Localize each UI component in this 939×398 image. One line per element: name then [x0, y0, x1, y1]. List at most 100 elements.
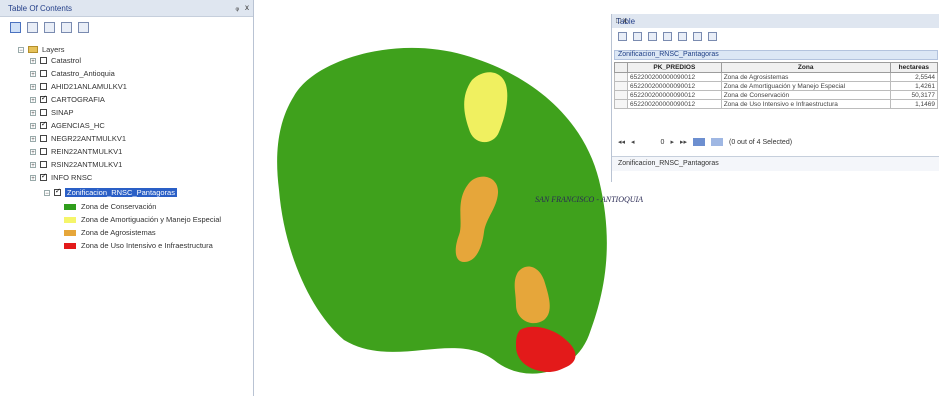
toc-title: Table Of Contents — [8, 4, 73, 13]
record-navigator: ◂◂ ◂ 0 ▸ ▸▸ (0 out of 4 Selected) — [618, 138, 792, 146]
layer-item[interactable]: + REIN22ANTMULKV1 — [30, 146, 122, 157]
expand-icon[interactable]: + — [30, 122, 36, 130]
table-cell[interactable]: 652200200000090012 — [627, 72, 722, 82]
table-cell[interactable]: Zona de Agrosistemas — [720, 72, 891, 82]
layer-visibility-checkbox[interactable] — [40, 94, 47, 103]
row-selector[interactable] — [614, 81, 628, 91]
expand-icon[interactable]: + — [30, 135, 36, 143]
table-options-icon[interactable] — [618, 32, 627, 41]
zona-amortiguacion-polygon[interactable] — [464, 72, 508, 143]
layer-visibility-checkbox[interactable] — [40, 148, 47, 155]
selected-layer-label[interactable]: Zonificacion_RNSC_Pantagoras — [65, 188, 177, 197]
table-cell[interactable]: 1,1469 — [889, 99, 939, 109]
layer-item[interactable]: + AGENCIAS_HC — [30, 120, 105, 131]
collapse-icon[interactable]: − — [44, 189, 50, 197]
legend-swatch — [64, 216, 76, 223]
selection-status: (0 out of 4 Selected) — [729, 138, 793, 146]
expand-icon[interactable]: + — [30, 174, 36, 182]
clear-selection-icon[interactable] — [678, 32, 687, 41]
row-selector[interactable] — [614, 90, 628, 100]
legend-swatch — [64, 242, 76, 249]
layer-visibility-checkbox[interactable] — [40, 109, 47, 116]
layer-item[interactable]: + NEGR22ANTMULKV1 — [30, 133, 126, 144]
table-of-contents-panel: Table Of Contents ᵩ x − Layers + Catastro… — [0, 0, 254, 396]
table-row[interactable]: 652200200000090012 Zona de Uso Intensivo … — [614, 99, 939, 109]
expand-icon[interactable]: + — [30, 148, 36, 156]
layer-visibility-checkbox[interactable] — [40, 70, 47, 77]
layer-visibility-checkbox[interactable] — [40, 172, 47, 181]
row-selector[interactable] — [614, 99, 628, 109]
expand-icon[interactable]: + — [30, 96, 36, 104]
list-by-selection-icon[interactable] — [61, 22, 72, 33]
layer-label: AHID21ANLAMULKV1 — [51, 82, 127, 91]
current-record[interactable]: 0 — [660, 138, 665, 146]
table-tab-header[interactable]: Zonificacion_RNSC_Pantagoras — [614, 50, 938, 60]
close-icon[interactable]: x — [245, 3, 249, 12]
list-by-drawing-order-icon[interactable] — [10, 22, 21, 33]
options-icon[interactable] — [78, 22, 89, 33]
table-row[interactable]: 652200200000090012 Zona de Agrosistemas 2,… — [614, 72, 939, 82]
expand-icon[interactable]: + — [30, 109, 36, 117]
column-header[interactable]: hectareas — [889, 62, 939, 73]
zona-agrosistemas-polygon-2[interactable] — [514, 266, 550, 324]
table-cell[interactable]: 652200200000090012 — [627, 99, 722, 109]
zoom-to-selected-icon[interactable] — [693, 32, 702, 41]
footer-tab[interactable]: Zonificacion_RNSC_Pantagoras — [618, 160, 719, 167]
related-tables-icon[interactable] — [633, 32, 642, 41]
table-row[interactable]: 652200200000090012 Zona de Conservación 50… — [614, 90, 939, 100]
zona-intensivo-polygon[interactable] — [516, 326, 576, 372]
zona-agrosistemas-polygon[interactable] — [455, 176, 499, 262]
zona-conservacion-polygon[interactable] — [277, 47, 607, 374]
layer-visibility-checkbox[interactable] — [54, 187, 61, 196]
expand-icon[interactable]: + — [30, 70, 36, 78]
legend-item: Zona de Agrosistemas — [64, 227, 156, 238]
layer-visibility-checkbox[interactable] — [40, 135, 47, 142]
layer-item[interactable]: + CARTOGRAFIA — [30, 94, 105, 105]
expand-icon[interactable]: + — [30, 83, 36, 91]
layers-root[interactable]: − Layers — [18, 44, 65, 55]
table-cell[interactable]: Zona de Amortiguación y Manejo Especial — [720, 81, 891, 91]
next-record-icon[interactable]: ▸ — [670, 139, 674, 146]
layer-item[interactable]: + SINAP — [30, 107, 74, 118]
map-place-label: SAN FRANCISCO - ANTIOQUIA — [535, 195, 644, 204]
table-cell[interactable]: 652200200000090012 — [627, 81, 722, 91]
column-header[interactable]: PK_PREDIOS — [627, 62, 722, 73]
map-canvas[interactable] — [254, 0, 939, 396]
last-record-icon[interactable]: ▸▸ — [679, 139, 687, 146]
layer-label: Catastro_Antioquia — [51, 69, 115, 78]
previous-record-icon[interactable]: ◂ — [631, 139, 635, 146]
window-controls[interactable]: □ x — [616, 16, 628, 25]
table-cell[interactable]: 1,4261 — [889, 81, 939, 91]
layer-item[interactable]: + INFO RNSC — [30, 172, 92, 183]
layer-item-selected[interactable]: − Zonificacion_RNSC_Pantagoras — [44, 187, 177, 198]
layer-item[interactable]: + AHID21ANLAMULKV1 — [30, 81, 127, 92]
layer-visibility-checkbox[interactable] — [40, 83, 47, 90]
list-by-visibility-icon[interactable] — [44, 22, 55, 33]
layer-item[interactable]: + Catastrol — [30, 55, 81, 66]
list-by-source-icon[interactable] — [27, 22, 38, 33]
table-row[interactable]: 652200200000090012 Zona de Amortiguación … — [614, 81, 939, 91]
layer-item[interactable]: + Catastro_Antioquia — [30, 68, 115, 79]
table-cell[interactable]: Zona de Uso Intensivo e Infraestructura — [720, 99, 891, 109]
switch-selection-icon[interactable] — [663, 32, 672, 41]
expand-icon[interactable]: + — [30, 57, 36, 65]
layer-item[interactable]: + RSIN22ANTMULKV1 — [30, 159, 122, 170]
column-header[interactable]: Zona — [720, 62, 891, 73]
row-selector[interactable] — [614, 72, 628, 82]
layer-label: RSIN22ANTMULKV1 — [51, 160, 123, 169]
select-by-attributes-icon[interactable] — [648, 32, 657, 41]
expand-icon[interactable]: + — [30, 161, 36, 169]
delete-selected-icon[interactable] — [708, 32, 717, 41]
collapse-icon[interactable]: − — [18, 46, 24, 54]
table-cell[interactable]: Zona de Conservación — [720, 90, 891, 100]
layer-visibility-checkbox[interactable] — [40, 120, 47, 129]
show-all-records-icon[interactable] — [693, 138, 705, 146]
layer-visibility-checkbox[interactable] — [40, 161, 47, 168]
table-cell[interactable]: 2,5544 — [889, 72, 939, 82]
first-record-icon[interactable]: ◂◂ — [618, 139, 626, 146]
table-cell[interactable]: 652200200000090012 — [627, 90, 722, 100]
table-cell[interactable]: 50,3177 — [889, 90, 939, 100]
layer-visibility-checkbox[interactable] — [40, 57, 47, 64]
show-selected-records-icon[interactable] — [711, 138, 723, 146]
pin-icon[interactable]: ᵩ — [235, 3, 239, 12]
